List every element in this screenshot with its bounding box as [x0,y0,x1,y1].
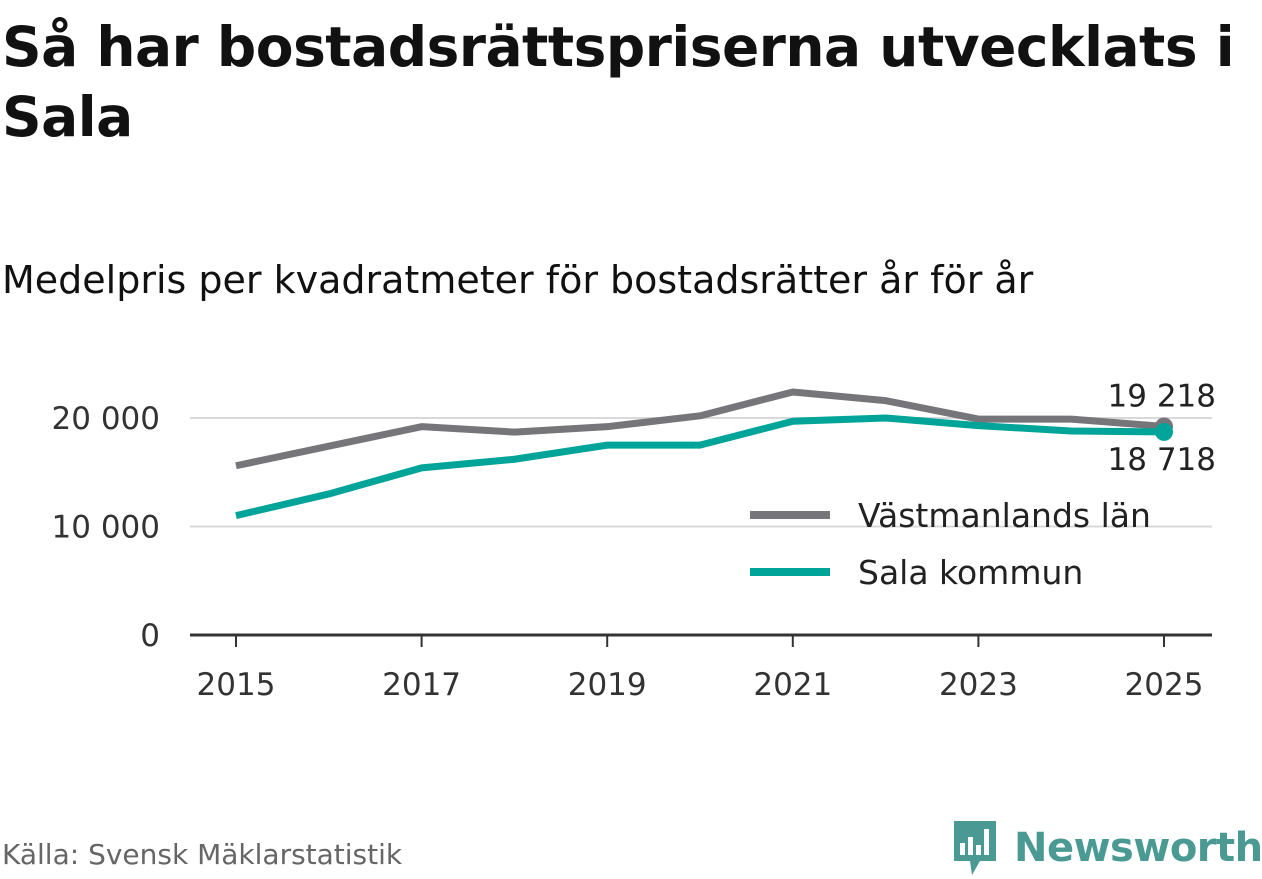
x-tick-label: 2017 [382,667,461,700]
x-axis: 2015 2017 2019 2021 2023 2025 [190,633,1212,700]
brand-logo: Newsworthy [950,818,1262,878]
y-tick-label: 20 000 [52,401,160,437]
end-label-0: 19 218 [1108,378,1216,414]
x-tick-label: 2019 [568,667,647,700]
y-tick-label: 0 [140,618,160,654]
chart-subtitle: Medelpris per kvadratmeter för bostadsrä… [2,258,1034,302]
chart-title: Så har bostadsrättspriserna utvecklats i… [2,15,1235,149]
x-tick-label: 2025 [1125,667,1204,700]
legend: Västmanlands län Sala kommun [750,496,1151,592]
series-end-point-1 [1155,422,1173,441]
y-tick-label: 10 000 [52,510,160,546]
end-labels: 19 218 18 718 [1108,378,1216,477]
source-note: Källa: Svensk Mäklarstatistik [2,838,403,871]
y-axis-ticks: 0 10 000 20 000 [52,401,160,654]
legend-label-0: Västmanlands län [858,496,1151,535]
brand-name: Newsworthy [1014,825,1262,871]
x-tick-label: 2023 [939,667,1018,700]
series-lines [235,388,1173,520]
newsworthy-logo-icon [954,821,996,875]
series-line-1 [235,414,1165,520]
x-tick-label: 2021 [753,667,832,700]
series-line-0 [235,388,1165,470]
end-label-1: 18 718 [1108,442,1216,478]
line-chart: 0 10 000 20 000 2015 2017 2019 2021 2023 2025 1… [52,378,1216,700]
x-tick-label: 2015 [197,667,276,700]
legend-label-1: Sala kommun [858,553,1083,592]
